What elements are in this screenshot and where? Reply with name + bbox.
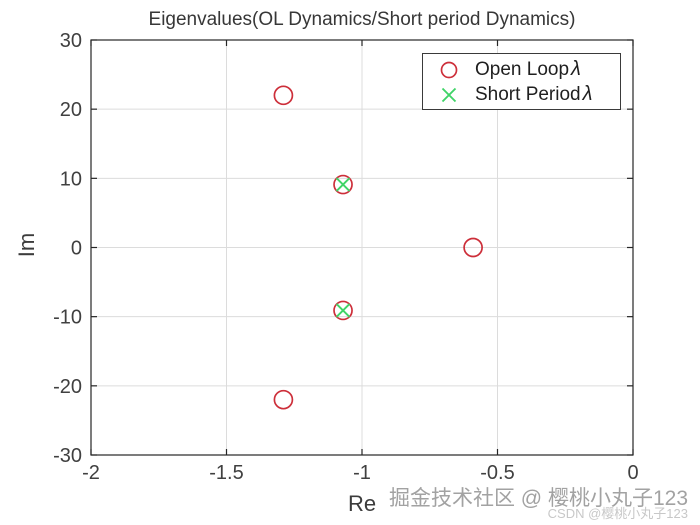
y-tick-label: -10 bbox=[53, 307, 82, 329]
open-loop-marker bbox=[333, 174, 353, 195]
y-tick-label: 30 bbox=[60, 30, 82, 52]
y-tick-label: -20 bbox=[53, 376, 82, 398]
legend-text: Open Loop bbox=[475, 59, 570, 80]
y-tick-label: -30 bbox=[53, 445, 82, 467]
open-loop-marker bbox=[463, 237, 483, 258]
legend-label-open-loop: Open Loop λ bbox=[475, 57, 581, 82]
lambda-symbol: λ bbox=[571, 58, 581, 80]
watermark-juejin: 掘金技术社区 @ 樱桃小丸子123 bbox=[388, 487, 688, 510]
short-period-marker bbox=[335, 303, 351, 318]
open-loop-marker bbox=[333, 300, 353, 321]
legend-label-short-period: Short Period λ bbox=[475, 82, 592, 107]
short-period-x-icon bbox=[423, 83, 475, 107]
x-tick-label: -1.5 bbox=[209, 462, 243, 484]
y-tick-label: 10 bbox=[60, 168, 82, 190]
x-tick-label: -2 bbox=[82, 462, 100, 484]
open-loop-marker bbox=[273, 85, 294, 106]
y-axis-label: Im bbox=[14, 232, 39, 258]
x-tick-label: 0 bbox=[627, 462, 638, 484]
watermark-csdn: CSDN @樱桃小丸子123 bbox=[547, 506, 688, 521]
chart-title: Eigenvalues(OL Dynamics/Short period Dyn… bbox=[148, 9, 576, 30]
open-loop-circle-icon bbox=[423, 58, 475, 82]
legend-text: Short Period bbox=[475, 84, 581, 105]
open-loop-marker bbox=[273, 389, 294, 410]
lambda-symbol: λ bbox=[582, 83, 593, 105]
x-tick-label: -0.5 bbox=[480, 462, 514, 484]
x-tick-label: -1 bbox=[353, 462, 371, 484]
y-tick-label: 20 bbox=[60, 99, 82, 121]
y-tick-label: 0 bbox=[71, 238, 82, 260]
short-period-marker bbox=[335, 177, 351, 192]
x-axis-label: Re bbox=[347, 491, 377, 516]
legend-box: Open Loop λ Short Period λ bbox=[422, 53, 621, 110]
legend-item-open-loop: Open Loop λ bbox=[423, 57, 620, 82]
legend-item-short-period: Short Period λ bbox=[423, 82, 620, 107]
